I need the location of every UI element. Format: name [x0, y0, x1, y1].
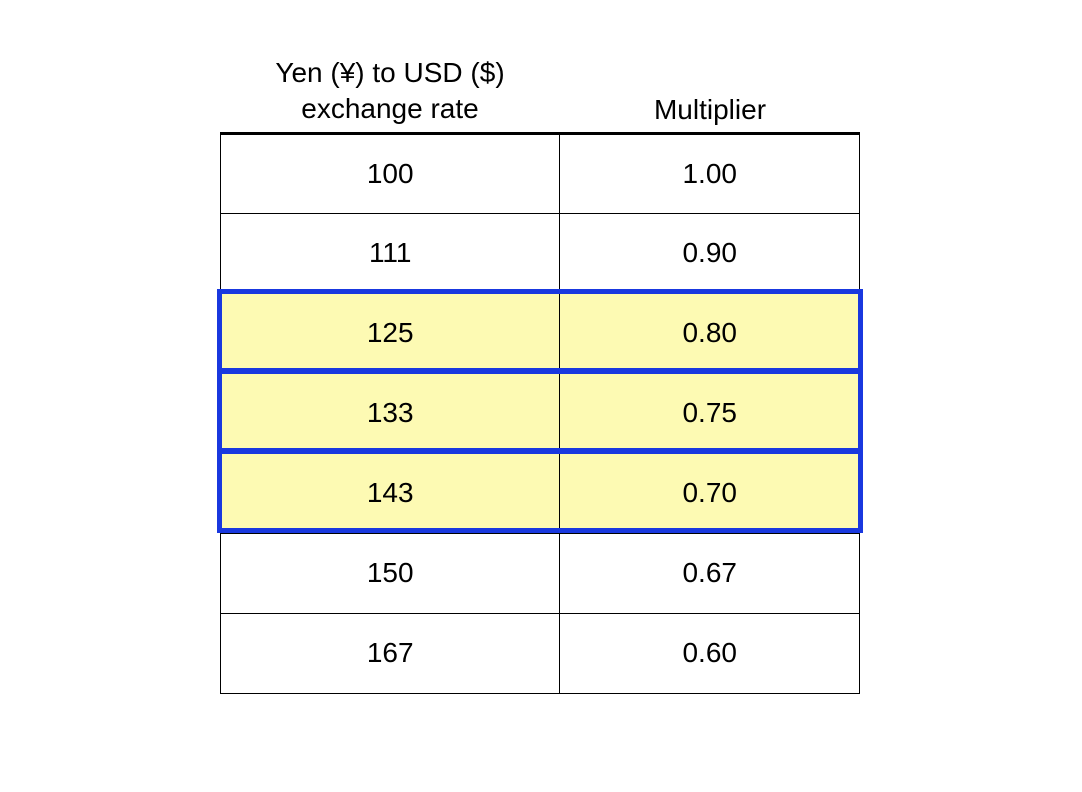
cell-rate: 150	[221, 533, 560, 613]
cell-rate: 133	[221, 373, 560, 453]
cell-rate: 125	[221, 293, 560, 373]
table-row: 1110.90	[221, 213, 860, 293]
column-header-rate-line1: Yen (¥) to USD ($)	[275, 57, 504, 88]
cell-rate: 100	[221, 133, 560, 213]
column-header-multiplier: Multiplier	[560, 55, 860, 128]
cell-multiplier: 0.80	[560, 293, 860, 373]
table-row: 1670.60	[221, 613, 860, 693]
cell-rate: 111	[221, 213, 560, 293]
exchange-rate-table-container: Yen (¥) to USD ($) exchange rate Multipl…	[220, 55, 860, 694]
table-row: 1430.70	[221, 453, 860, 533]
exchange-rate-table: 1001.001110.901250.801330.751430.701500.…	[220, 132, 860, 694]
cell-multiplier: 1.00	[560, 133, 860, 213]
table-row: 1250.80	[221, 293, 860, 373]
column-header-rate: Yen (¥) to USD ($) exchange rate	[220, 55, 560, 128]
column-header-rate-line2: exchange rate	[301, 93, 478, 124]
cell-multiplier: 0.75	[560, 373, 860, 453]
cell-rate: 167	[221, 613, 560, 693]
cell-rate: 143	[221, 453, 560, 533]
table-row: 1500.67	[221, 533, 860, 613]
cell-multiplier: 0.67	[560, 533, 860, 613]
table-row: 1330.75	[221, 373, 860, 453]
cell-multiplier: 0.60	[560, 613, 860, 693]
table-header-row: Yen (¥) to USD ($) exchange rate Multipl…	[220, 55, 860, 128]
cell-multiplier: 0.70	[560, 453, 860, 533]
table-row: 1001.00	[221, 133, 860, 213]
cell-multiplier: 0.90	[560, 213, 860, 293]
